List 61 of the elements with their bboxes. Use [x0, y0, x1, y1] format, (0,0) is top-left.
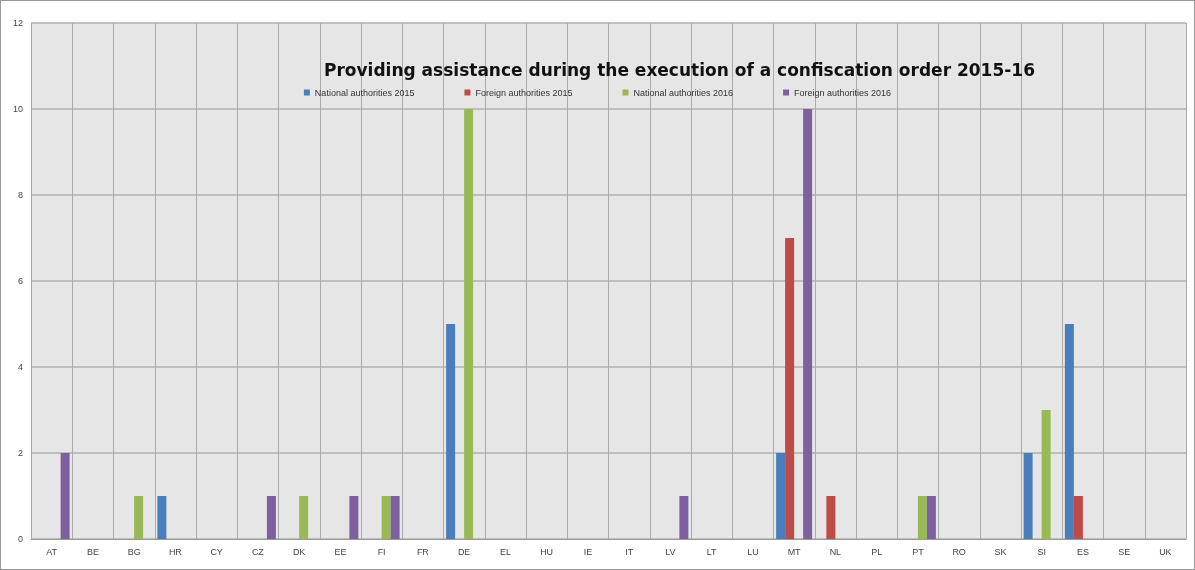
x-tick-label: SK	[994, 546, 1007, 557]
x-tick-label: ES	[1076, 546, 1089, 557]
x-tick-label: LV	[665, 546, 676, 557]
x-tick-label: SI	[1037, 546, 1046, 557]
bar	[803, 109, 813, 539]
x-tick-label: BE	[86, 546, 99, 557]
legend-label: Foreign authorities 2016	[794, 87, 892, 98]
bar	[826, 496, 836, 539]
x-tick-label: FI	[377, 546, 386, 557]
x-tick-label: NL	[829, 546, 842, 557]
bar	[926, 496, 936, 539]
y-tick-label: 8	[17, 190, 23, 200]
x-tick-label: HU	[540, 546, 554, 557]
bar	[679, 496, 689, 539]
x-tick-label: LU	[747, 546, 759, 557]
bar	[1073, 496, 1083, 539]
x-tick-label: UK	[1159, 546, 1172, 557]
x-tick-label: DE	[457, 546, 471, 557]
y-tick-label: 2	[17, 448, 23, 458]
x-tick-label: SE	[1118, 546, 1131, 557]
x-tick-label: IE	[583, 546, 593, 557]
y-tick-label: 0	[17, 534, 23, 544]
x-tick-label: IT	[625, 546, 634, 557]
x-tick-label: EE	[334, 546, 347, 557]
x-tick-label: AT	[46, 546, 58, 557]
y-tick-label: 6	[17, 276, 23, 286]
x-tick-label: EL	[499, 546, 511, 557]
legend-label: Foreign authorities 2015	[475, 87, 573, 98]
y-tick-label: 10	[12, 104, 23, 114]
x-tick-label: RO	[952, 546, 966, 557]
x-tick-label: CZ	[251, 546, 265, 557]
bar	[134, 496, 144, 539]
x-tick-label: PL	[871, 546, 883, 557]
bar	[1041, 410, 1051, 539]
bar	[917, 496, 927, 539]
bar	[349, 496, 359, 539]
bar	[464, 109, 474, 539]
x-tick-label: CY	[210, 546, 223, 557]
bar	[157, 496, 167, 539]
bar	[266, 496, 276, 539]
x-tick-label: HR	[168, 546, 183, 557]
bar	[390, 496, 400, 539]
legend-label: National authorities 2016	[633, 87, 734, 98]
bar	[60, 453, 70, 539]
legend-label: National authorities 2015	[314, 87, 415, 98]
bar	[1064, 324, 1074, 539]
bar	[381, 496, 391, 539]
y-tick-label: 12	[12, 18, 23, 28]
text: Providing assistance during the execution of a confiscation order 2015-16	[324, 59, 1035, 80]
x-tick-label: BG	[127, 546, 141, 557]
x-tick-label: LT	[706, 546, 718, 557]
x-tick-label: FR	[416, 546, 430, 557]
bar	[1023, 453, 1033, 539]
bar	[785, 238, 795, 539]
x-tick-label: PT	[912, 546, 925, 557]
bar	[776, 453, 786, 539]
bar	[446, 324, 456, 539]
bar	[299, 496, 309, 539]
x-tick-label: MT	[787, 546, 802, 557]
y-tick-label: 4	[17, 362, 23, 372]
x-tick-label: DK	[292, 546, 306, 557]
